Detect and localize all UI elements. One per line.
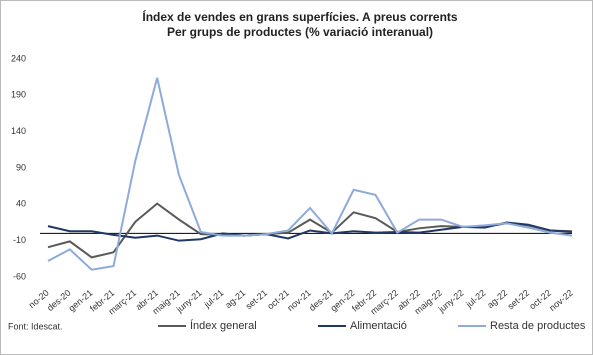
- series-line: [47, 221, 573, 242]
- legend-label: Alimentació: [350, 320, 407, 332]
- legend-label: Índex general: [190, 319, 257, 332]
- y-tick-label: 140: [11, 126, 26, 136]
- legend-label: Resta de productes: [490, 320, 586, 332]
- y-tick-label: 90: [16, 162, 26, 172]
- y-tick-label: 40: [16, 199, 26, 209]
- chart-subtitle: Per grups de productes (% variació inter…: [167, 25, 433, 39]
- y-tick-label: 240: [11, 53, 26, 63]
- source-note: Font: Idescat.: [8, 321, 63, 331]
- series-line: [47, 77, 573, 271]
- y-tick-label: -10: [13, 235, 26, 245]
- y-tick-label: -60: [13, 271, 26, 281]
- y-tick-label: 190: [11, 90, 26, 100]
- chart-title: Índex de vendes en grans superfícies. A …: [142, 9, 458, 24]
